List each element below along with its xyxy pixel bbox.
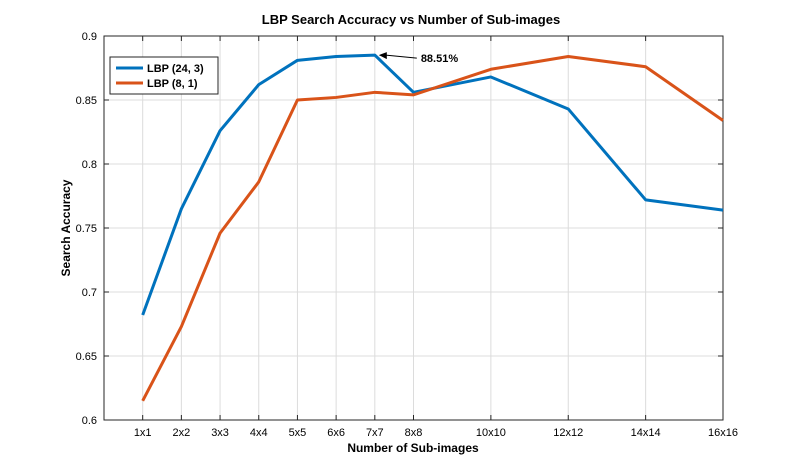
chart-title: LBP Search Accuracy vs Number of Sub-ima… — [262, 12, 560, 27]
x-tick-label: 6x6 — [327, 427, 345, 439]
y-tick-label: 0.6 — [82, 415, 97, 427]
x-tick-label: 7x7 — [366, 427, 384, 439]
legend: LBP (24, 3) LBP (8, 1) — [109, 56, 219, 95]
x-tick-label: 4x4 — [250, 427, 268, 439]
axis-ticks: 0.6 0.65 0.7 0.75 0.8 0.85 0.9 1x1 2x2 3x3 4x4 5x5 6… — [76, 31, 738, 439]
y-tick-label: 0.9 — [82, 31, 97, 43]
x-tick-label: 3x3 — [211, 427, 229, 439]
y-tick-label: 0.75 — [76, 223, 97, 235]
x-tick-label: 1x1 — [134, 427, 152, 439]
legend-box — [109, 56, 219, 95]
y-axis-label: Search Accuracy — [59, 179, 73, 276]
x-tick-label: 12x12 — [553, 427, 583, 439]
y-tick-label: 0.8 — [82, 159, 97, 171]
series-lines — [141, 53, 724, 402]
series-line-1 — [141, 53, 724, 316]
x-tick-label: 2x2 — [173, 427, 191, 439]
annotation-label: 88.51% — [421, 53, 459, 65]
series-line-2 — [141, 54, 724, 402]
x-tick-label: 5x5 — [289, 427, 307, 439]
legend-entry-1: LBP (24, 3) — [147, 63, 204, 75]
y-tick-label: 0.65 — [76, 351, 97, 363]
x-tick-label: 14x14 — [631, 427, 661, 439]
annotation-arrow-line — [385, 54, 417, 59]
annotation-arrow-head — [378, 52, 387, 60]
x-tick-label: 8x8 — [405, 427, 423, 439]
annotation: 88.51% — [378, 52, 459, 65]
x-tick-label: 10x10 — [476, 427, 506, 439]
legend-entry-2: LBP (8, 1) — [147, 78, 198, 90]
y-tick-label: 0.7 — [82, 287, 97, 299]
y-tick-label: 0.85 — [76, 95, 97, 107]
x-tick-label: 16x16 — [708, 427, 738, 439]
x-axis-label: Number of Sub-images — [347, 441, 479, 455]
